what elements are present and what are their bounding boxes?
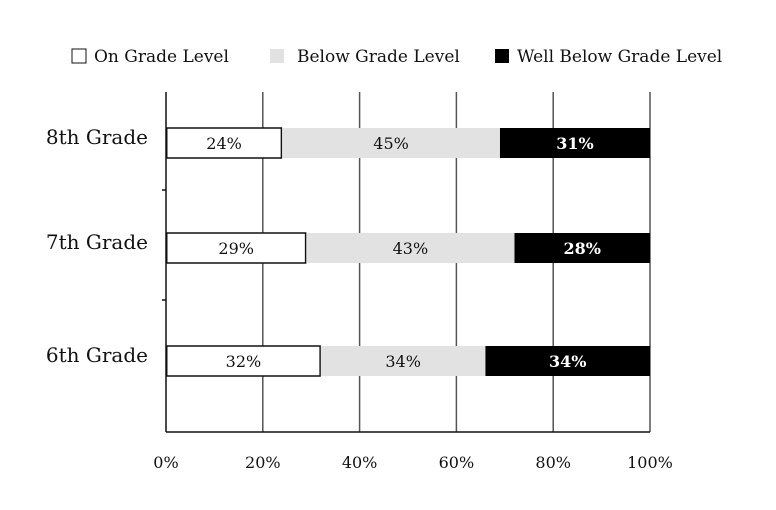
legend: On Grade Level Below Grade Level Well Belo… [71, 47, 722, 67]
data-label-7th-grade-well-below-grade-level: 28% [564, 239, 601, 258]
x-tick-label-100: 100% [627, 453, 673, 472]
bars: 24% 45% 31% 29% 43% 28% 32% 34% 34% [166, 127, 650, 377]
x-tick-labels: 0% 20% 40% 60% 80% 100% [153, 453, 673, 472]
legend-swatch-well-below-grade-level [495, 49, 509, 63]
legend-label-well-below-grade-level: Well Below Grade Level [517, 47, 722, 67]
x-tick-label-60: 60% [439, 453, 475, 472]
bar-7th-grade-on-grade-level [166, 232, 307, 264]
x-tick-label-0: 0% [153, 453, 178, 472]
bar-7th-grade-well-below-grade-level [514, 233, 650, 263]
category-label-8th-grade: 8th Grade [46, 125, 148, 149]
data-label-6th-grade-below-grade-level: 34% [385, 352, 421, 371]
legend-label-below-grade-level: Below Grade Level [297, 47, 460, 67]
data-label-8th-grade-well-below-grade-level: 31% [556, 134, 593, 153]
legend-swatch-below-grade-level [270, 49, 284, 63]
bar-6th-grade-well-below-grade-level [485, 346, 650, 376]
bar-8th-grade-on-grade-level [166, 127, 283, 159]
legend-label-on-grade-level: On Grade Level [94, 47, 229, 67]
axes [162, 92, 650, 433]
legend-swatch-on-grade-level [71, 48, 87, 64]
bar-6th-grade-below-grade-level [320, 346, 486, 376]
data-label-6th-grade-on-grade-level: 32% [226, 352, 262, 371]
bar-7th-grade-below-grade-level [306, 233, 515, 263]
category-label-6th-grade: 6th Grade [46, 343, 148, 367]
bar-8th-grade-below-grade-level [282, 128, 500, 158]
x-tick-label-20: 20% [245, 453, 281, 472]
data-label-7th-grade-on-grade-level: 29% [218, 239, 254, 258]
category-labels: 8th Grade 7th Grade 6th Grade [46, 125, 148, 367]
category-label-7th-grade: 7th Grade [46, 230, 148, 254]
x-tick-label-80: 80% [535, 453, 571, 472]
data-label-8th-grade-on-grade-level: 24% [206, 134, 242, 153]
x-tick-label-40: 40% [342, 453, 378, 472]
bar-8th-grade-well-below-grade-level [499, 128, 650, 158]
data-label-8th-grade-below-grade-level: 45% [373, 134, 409, 153]
data-label-6th-grade-well-below-grade-level: 34% [549, 352, 586, 371]
data-label-7th-grade-below-grade-level: 43% [393, 239, 429, 258]
